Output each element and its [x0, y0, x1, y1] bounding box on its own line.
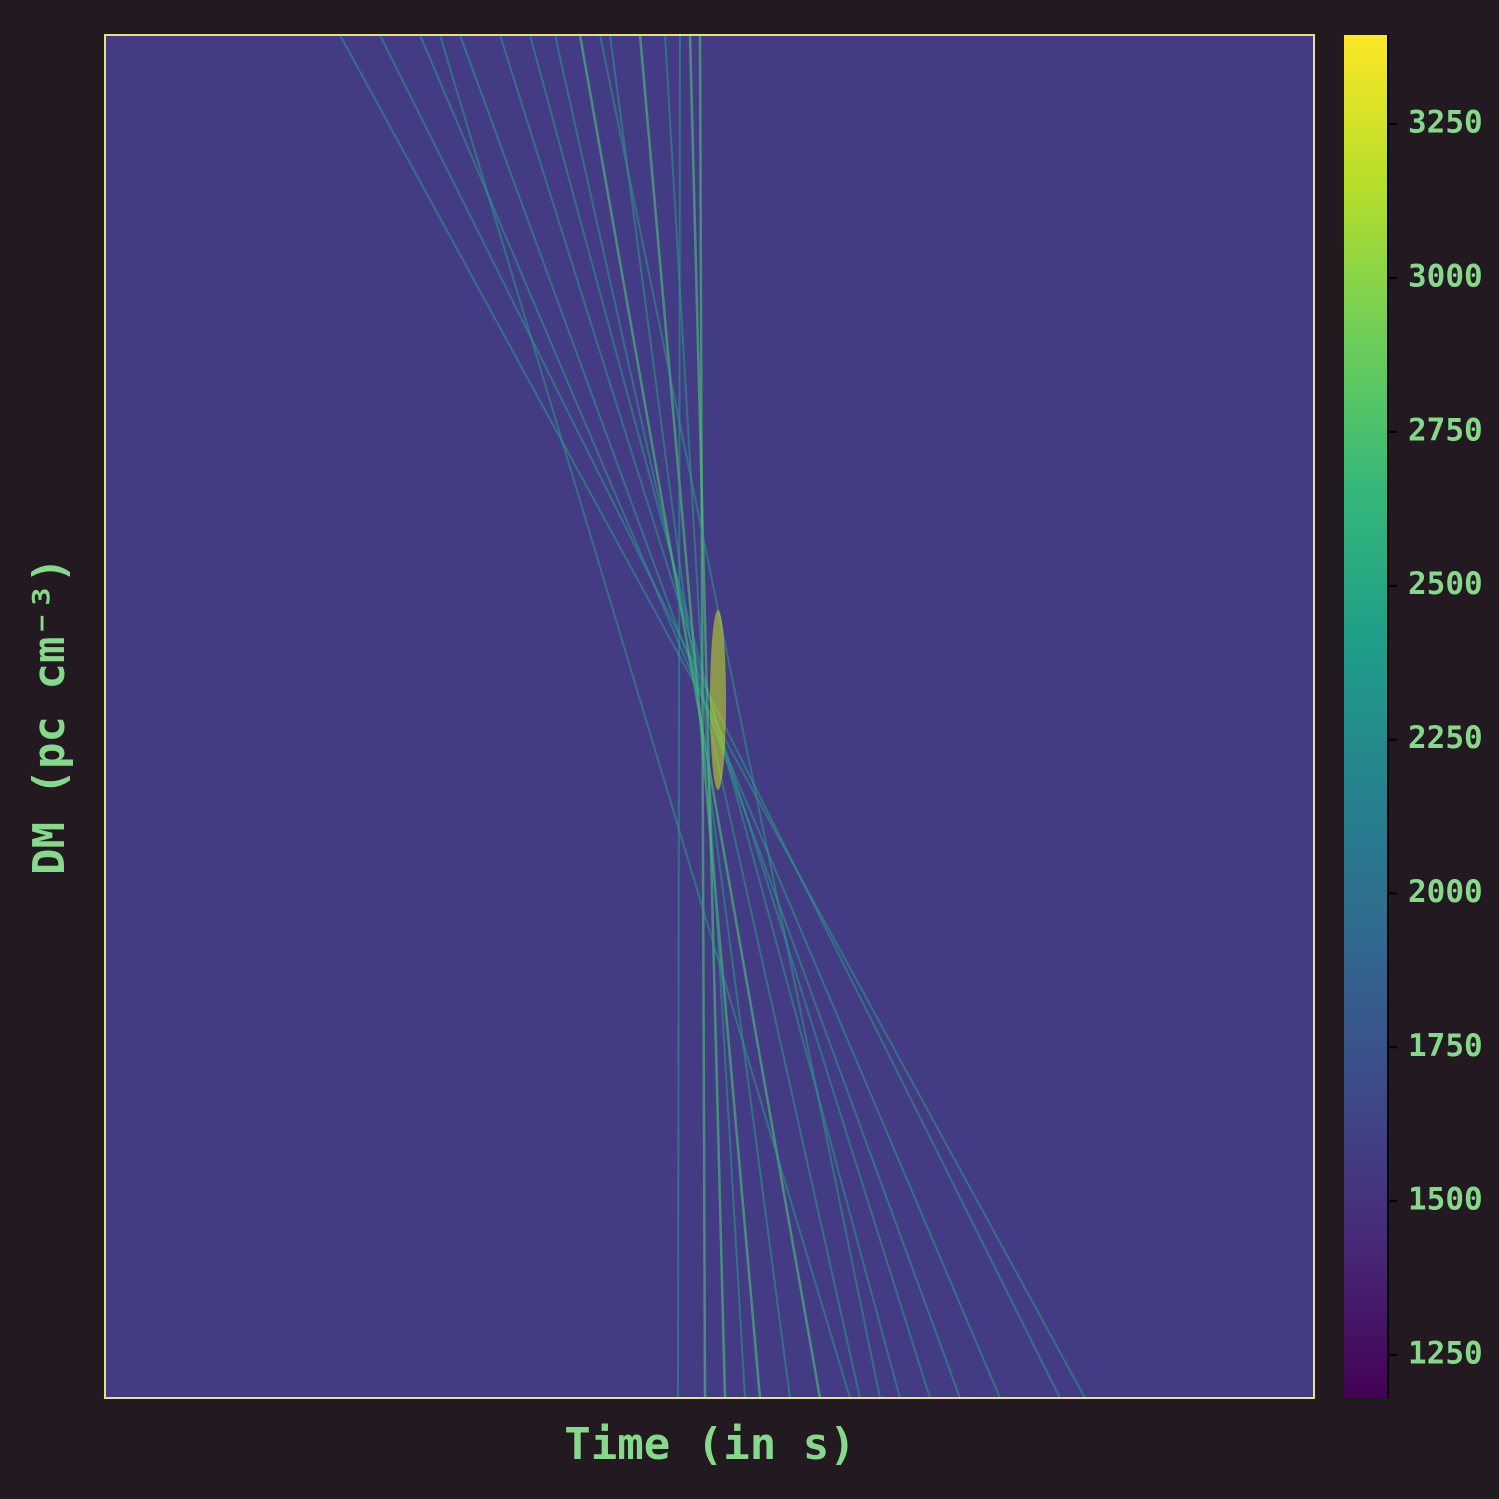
colorbar-tick-label: 2000: [1408, 874, 1483, 910]
colorbar-tick-label: 2250: [1408, 720, 1483, 756]
colorbar-tick-label: 3000: [1408, 259, 1483, 295]
colorbar-tick-label: 1500: [1408, 1182, 1483, 1218]
colorbar-tick-label: 2750: [1408, 412, 1483, 448]
colorbar-tick-label: 2500: [1408, 566, 1483, 602]
colorbar-tick-label: 3250: [1408, 105, 1483, 141]
colorbar-tick-label: 1750: [1408, 1028, 1483, 1064]
plot-frame: [104, 34, 1315, 1399]
colorbar-tick-label: 1250: [1408, 1335, 1483, 1371]
colorbar: [1344, 35, 1388, 1398]
x-axis-label: Time (in s): [564, 1419, 855, 1470]
y-axis-label: DM (pc cm⁻³): [24, 557, 75, 875]
heatmap-texture: [339, 35, 1086, 1398]
